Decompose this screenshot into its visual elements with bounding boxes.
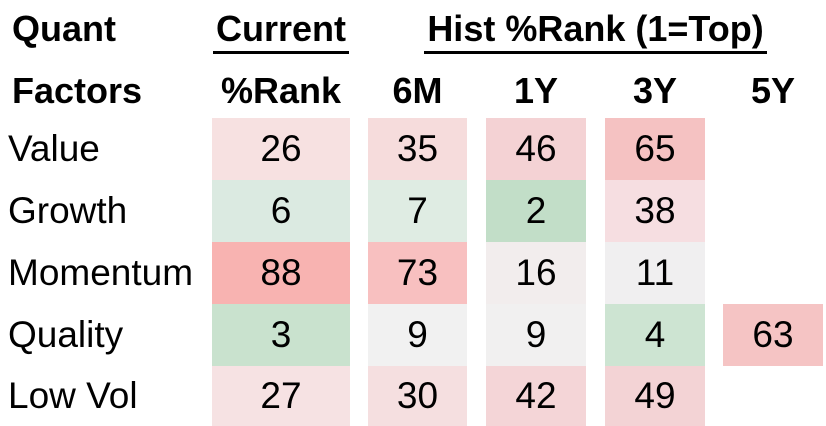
row-label-lowvol: Low Vol <box>8 375 138 416</box>
row-label-value: Value <box>8 128 100 169</box>
cell-momentum-1y: 16 <box>486 242 586 304</box>
column-group-hist: Hist %Rank (1=Top) <box>368 0 823 62</box>
cell-momentum-6m: 73 <box>368 242 467 304</box>
cell-growth-3y: 38 <box>605 180 705 242</box>
column-header-3y: 3Y <box>632 70 678 111</box>
cell-quality-6m: 9 <box>368 304 467 366</box>
cell-quality-3y: 4 <box>605 304 705 366</box>
cell-momentum-3y: 11 <box>605 242 705 304</box>
cell-lowvol-3y: 49 <box>605 366 705 426</box>
cell-quality-rank: 3 <box>212 304 350 366</box>
table-corner-title-line2: Factors <box>12 70 143 111</box>
cell-growth-6m: 7 <box>368 180 467 242</box>
cell-quality-5y: 63 <box>723 304 823 366</box>
row-label-quality: Quality <box>8 314 124 355</box>
column-group-current-label: Current <box>212 9 349 54</box>
cell-growth-1y: 2 <box>486 180 586 242</box>
column-header-rank: %Rank <box>220 70 342 111</box>
column-header-6m: 6M <box>392 70 443 111</box>
cell-momentum-rank: 88 <box>212 242 350 304</box>
column-group-hist-label: Hist %Rank (1=Top) <box>424 9 767 54</box>
cell-value-rank: 26 <box>212 118 350 180</box>
cell-lowvol-1y: 42 <box>486 366 586 426</box>
column-header-5y: 5Y <box>750 70 796 111</box>
cell-value-1y: 46 <box>486 118 586 180</box>
cell-value-6m: 35 <box>368 118 467 180</box>
row-label-growth: Growth <box>8 190 128 231</box>
column-group-current: Current <box>212 0 350 62</box>
table-corner-title-line1: Quant <box>12 8 116 49</box>
row-label-momentum: Momentum <box>8 252 194 293</box>
column-header-1y: 1Y <box>513 70 559 111</box>
cell-growth-rank: 6 <box>212 180 350 242</box>
cell-lowvol-6m: 30 <box>368 366 467 426</box>
cell-quality-1y: 9 <box>486 304 586 366</box>
cell-lowvol-rank: 27 <box>212 366 350 426</box>
cell-value-3y: 65 <box>605 118 705 180</box>
